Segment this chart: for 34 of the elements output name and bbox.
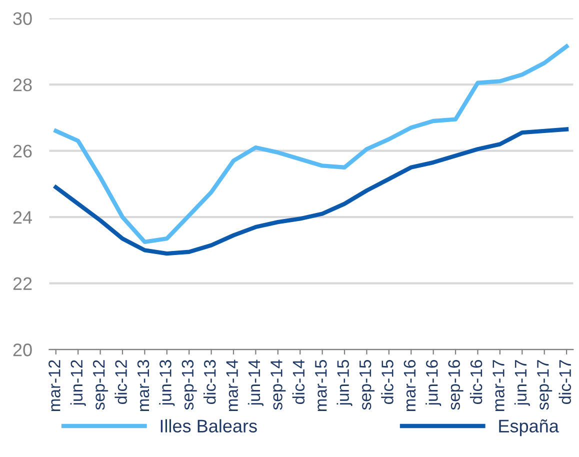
y-tick-label: 30 <box>13 12 32 25</box>
x-tick-label: mar-13 <box>137 360 150 412</box>
x-tick-label: jun-12 <box>70 360 86 406</box>
x-tick-label: dic-16 <box>470 360 482 404</box>
x-tick-label: sep-16 <box>448 360 464 410</box>
x-tick-label: jun-15 <box>336 360 352 406</box>
y-tick-label: 20 <box>13 344 32 356</box>
x-tick-label: jun-17 <box>514 360 530 406</box>
x-tick-label: dic-13 <box>204 360 216 404</box>
x-tick-label: jun-14 <box>248 360 264 406</box>
x-tick-label: dic-17 <box>558 360 572 404</box>
y-tick-label: 22 <box>13 277 32 290</box>
x-tick-label: mar-12 <box>48 360 60 412</box>
x-tick-label: jun-13 <box>159 360 175 406</box>
y-tick-label: 28 <box>13 78 32 92</box>
x-tick-label: dic-14 <box>292 360 305 404</box>
x-tick-label: jun-16 <box>426 360 442 406</box>
x-tick-label: mar-15 <box>315 360 327 412</box>
x-tick-label: dic-15 <box>381 360 394 404</box>
y-tick-label: 26 <box>13 144 32 158</box>
line-series <box>54 44 569 244</box>
legend-label: Illes Balears <box>160 419 257 432</box>
x-tick-label: sep-15 <box>360 360 374 410</box>
x-tick-label: dic-12 <box>114 360 127 404</box>
legend-label: España <box>499 419 559 436</box>
x-tick-label: mar-16 <box>404 360 416 412</box>
line-series <box>54 127 569 256</box>
x-tick-label: sep-14 <box>270 360 286 410</box>
x-tick-label: sep-13 <box>182 360 197 410</box>
x-tick-label: mar-17 <box>492 360 504 412</box>
x-tick-label: sep-17 <box>537 360 552 410</box>
y-tick-label: 24 <box>13 211 32 224</box>
x-tick-label: mar-14 <box>226 360 238 412</box>
x-tick-label: sep-12 <box>92 360 108 410</box>
